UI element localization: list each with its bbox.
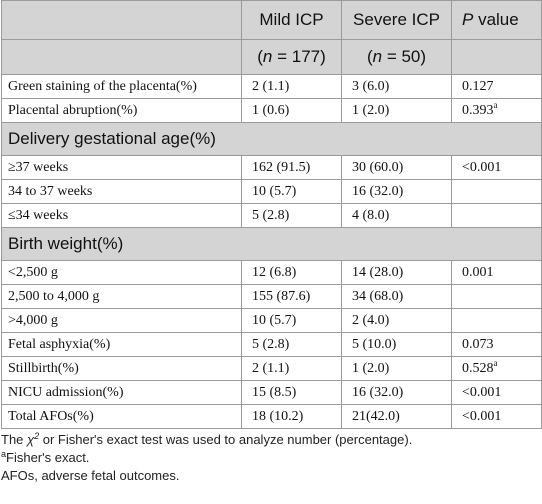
row-label: Fetal asphyxia(%) (1, 332, 242, 357)
row-label: 2,500 to 4,000 g (1, 284, 242, 309)
footnote-test: The χ2 or Fisher's exact test was used t… (1, 430, 413, 447)
severe-value: 1 (2.0) (341, 98, 452, 123)
mild-value: 162 (91.5) (241, 155, 342, 180)
mild-value: 18 (10.2) (241, 404, 342, 429)
table-row: 34 to 37 weeks 10 (5.7) 16 (32.0) (1, 179, 542, 204)
row-label: Placental abruption(%) (1, 98, 242, 123)
footnote-afos: AFOs, adverse fetal outcomes. (1, 468, 180, 483)
mild-value: 5 (2.8) (241, 203, 342, 228)
severe-value: 14 (28.0) (341, 260, 452, 285)
p-value: 0.528a (451, 356, 542, 381)
p-value: <0.001 (451, 380, 542, 405)
table-row: NICU admission(%) 15 (8.5) 16 (32.0) <0.001 (1, 380, 542, 405)
table-header: Mild ICP Severe ICP P value (n = 177) (n… (1, 0, 542, 75)
header-mild-icp: Mild ICP (241, 0, 342, 40)
p-value: <0.001 (451, 404, 542, 429)
section-row: Birth weight(%) (1, 227, 542, 261)
results-table: Mild ICP Severe ICP P value (n = 177) (n… (1, 0, 542, 429)
severe-value: 3 (6.0) (341, 74, 452, 99)
table-row: ≥37 weeks 162 (91.5) 30 (60.0) <0.001 (1, 155, 542, 180)
table-row: 2,500 to 4,000 g 155 (87.6) 34 (68.0) (1, 284, 542, 309)
table-row: Fetal asphyxia(%) 5 (2.8) 5 (10.0) 0.073 (1, 332, 542, 357)
severe-value: 2 (4.0) (341, 308, 452, 333)
header-p-value: P value (451, 0, 542, 40)
header-empty-cell (1, 0, 242, 40)
row-label: 34 to 37 weeks (1, 179, 242, 204)
mild-value: 10 (5.7) (241, 308, 342, 333)
p-value (451, 308, 542, 333)
row-label: ≥37 weeks (1, 155, 242, 180)
table-row: Green staining of the placenta(%) 2 (1.1)… (1, 74, 542, 99)
p-value: 0.127 (451, 74, 542, 99)
p-symbol: P (462, 10, 474, 29)
table-body: Green staining of the placenta(%) 2 (1.1)… (1, 74, 542, 429)
row-label: <2,500 g (1, 260, 242, 285)
section-label: Delivery gestational age(%) (1, 122, 542, 156)
mild-value: 5 (2.8) (241, 332, 342, 357)
severe-value: 21(42.0) (341, 404, 452, 429)
mild-value: 1 (0.6) (241, 98, 342, 123)
section-row: Delivery gestational age(%) (1, 122, 542, 156)
mild-value: 2 (1.1) (241, 356, 342, 381)
table-row: Placental abruption(%) 1 (0.6) 1 (2.0) 0.39… (1, 98, 542, 123)
section-label: Birth weight(%) (1, 227, 542, 261)
header-row-1: Mild ICP Severe ICP P value (1, 0, 542, 40)
table-row: ≤34 weeks 5 (2.8) 4 (8.0) (1, 203, 542, 228)
p-value-word: value (473, 10, 519, 29)
severe-value: 34 (68.0) (341, 284, 452, 309)
table-row: >4,000 g 10 (5.7) 2 (4.0) (1, 308, 542, 333)
table-row: Total AFOs(%) 18 (10.2) 21(42.0) <0.001 (1, 404, 542, 429)
p-value (451, 203, 542, 228)
severe-value: 30 (60.0) (341, 155, 452, 180)
footnote-marker: a (493, 99, 498, 110)
severe-value: 5 (10.0) (341, 332, 452, 357)
severe-value: 1 (2.0) (341, 356, 452, 381)
footnote-fisher: aFisher's exact. (1, 448, 90, 465)
severe-value: 16 (32.0) (341, 179, 452, 204)
p-value (451, 284, 542, 309)
mild-value: 15 (8.5) (241, 380, 342, 405)
row-label: Total AFOs(%) (1, 404, 242, 429)
p-value: <0.001 (451, 155, 542, 180)
row-label: >4,000 g (1, 308, 242, 333)
p-value: 0.393a (451, 98, 542, 123)
p-value: 0.001 (451, 260, 542, 285)
header-severe-icp: Severe ICP (341, 0, 452, 40)
header-empty-cell-3 (451, 39, 542, 75)
header-n-mild: (n = 177) (241, 39, 342, 75)
mild-value: 12 (6.8) (241, 260, 342, 285)
header-empty-cell-2 (1, 39, 242, 75)
footnote-marker: a (493, 357, 498, 368)
mild-value: 2 (1.1) (241, 74, 342, 99)
p-value: 0.073 (451, 332, 542, 357)
mild-value: 155 (87.6) (241, 284, 342, 309)
p-value (451, 179, 542, 204)
row-label: ≤34 weeks (1, 203, 242, 228)
mild-value: 10 (5.7) (241, 179, 342, 204)
severe-value: 16 (32.0) (341, 380, 452, 405)
table-row: <2,500 g 12 (6.8) 14 (28.0) 0.001 (1, 260, 542, 285)
row-label: Green staining of the placenta(%) (1, 74, 242, 99)
table-row: Stillbirth(%) 2 (1.1) 1 (2.0) 0.528a (1, 356, 542, 381)
severe-value: 4 (8.0) (341, 203, 452, 228)
row-label: NICU admission(%) (1, 380, 242, 405)
header-row-2: (n = 177) (n = 50) (1, 39, 542, 75)
row-label: Stillbirth(%) (1, 356, 242, 381)
header-n-severe: (n = 50) (341, 39, 452, 75)
